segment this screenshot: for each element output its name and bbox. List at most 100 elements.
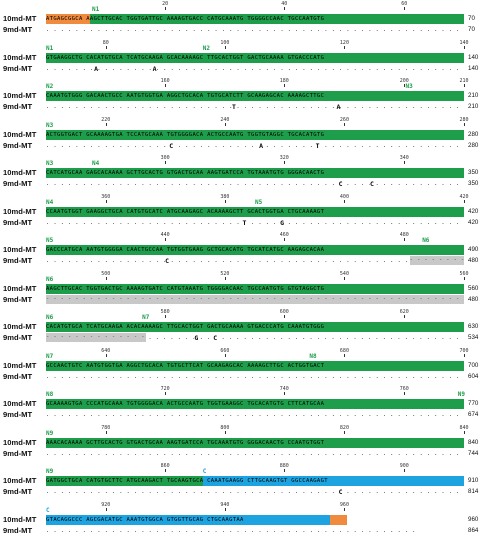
ruler-number: 780 [101,424,111,431]
identity-dots: . . . . . . . . . . . . . . . . . . . . … [46,258,408,264]
position-number-b: 864 [468,526,479,534]
region-segment [89,14,464,24]
sequence-name-b: 9md-MT [3,448,33,458]
sequence-name-b: 9md-MT [3,140,33,150]
ruler-number: 680 [339,347,349,354]
ruler-tick [224,45,226,49]
region-label: C [202,468,207,475]
ruler-number: 210 [459,78,469,84]
alignment-block: 440 460 480 N5 N6 10md-MT 9md-MT GACCCATGCA AAT… [0,232,486,268]
ruler-tick [404,469,406,472]
ruler-number: 660 [220,347,230,354]
ruler-tick [404,84,406,87]
ruler-tick [344,199,346,203]
position-number-b: 814 [468,488,479,495]
position-number-b: 744 [468,449,479,457]
position-number-b: 420 [468,218,479,226]
mismatch-base: T [232,102,236,112]
ruler-number: 880 [279,463,289,469]
region-segment [46,437,464,448]
sequence-bar [46,360,464,371]
ruler-number: 840 [459,424,469,431]
ruler-number: 920 [101,501,111,508]
region-label: N1 [46,44,54,52]
identity-dots: . . . . . . . . . . . . . . . . . . . . … [46,65,464,72]
region-segment [46,514,331,525]
ruler-tick [464,430,465,434]
mismatch-base: A [152,63,157,74]
ruler-number: 220 [101,116,111,123]
ruler-tick [284,161,286,164]
identity-dots: . . . . . . . . . . . . . . . . . . . . … [46,373,464,380]
region-segment [46,52,464,63]
ruler-tick [105,430,107,434]
mismatch-base: C [369,179,374,189]
ruler-number: 580 [160,309,170,315]
sequence-bar [46,283,464,294]
region-segment [46,206,464,217]
alignment-block: 860 880 900 N9 C 10md-MT 9md-MT GATGGCTGCA CATG… [0,463,486,499]
ruler-tick [165,161,167,164]
sequence-name-a: 10md-MT [3,514,37,524]
sequence-name-a: 10md-MT [3,476,37,485]
gap-region [46,294,464,304]
sequence-name-b: 9md-MT [3,256,33,265]
region-label: C [46,506,50,514]
sequence-bar [46,514,464,525]
ruler-tick [165,469,167,472]
position-number-a: 700 [468,361,479,369]
alignment-block: 160 180 200 210 N2 N3 10md-MT 9md-MT CAAATGTGGG … [0,78,486,114]
region-segment [330,514,347,525]
region-label: N8 [309,352,317,360]
identity-dots: . . . . . . . . . . . . . . . . . . . . … [46,142,464,149]
region-segment [46,360,464,371]
region-label: N5 [255,198,263,206]
region-label: N2 [202,44,210,52]
sequence-text: CACATGTGCA TCATGCAAGA ACACAAAAGC TTGCACT… [46,324,325,330]
ruler-number: 360 [101,193,111,200]
region-label: N5 [46,237,54,244]
sequence-bar [46,91,464,101]
sequence-name-a: 10md-MT [3,168,37,177]
ruler-tick [165,7,167,10]
ruler-tick [284,469,286,472]
position-number-b: 480 [468,257,479,264]
ruler-tick [464,199,465,203]
region-label: N3 [405,83,413,90]
ruler-tick [105,276,107,280]
ruler-tick [105,199,107,203]
ruler-number: 460 [279,232,289,238]
position-number-a: 560 [468,284,479,292]
mismatch-base: C [338,179,343,189]
ruler-number: 140 [459,39,469,46]
ruler-number: 740 [279,386,289,392]
region-label: N6 [46,314,54,321]
sequence-text: ATGAGCGGCA AAGCTTGCAC TGGTGATTGC AAAAGTG… [46,16,325,22]
sequence-bar [46,322,464,332]
sequence-text: GCAAAAGTGA CCCATGCAAA TGTGGGGACA ACTGCCA… [46,401,325,407]
sequence-bar [46,399,464,409]
identity-dots: . . . . . . . . . . . . . . . . . . . . … [46,527,416,534]
region-label: N4 [91,160,100,167]
sequence-name-b: 9md-MT [3,525,33,535]
identity-dots: . . . . . . . . . . . . . . . . . . . . … [46,104,464,110]
sequence-name-a: 10md-MT [3,91,37,100]
gap-dashes: - - - - - - - - - - - - - - - - - - - - … [46,295,464,302]
alignment-block: 20 40 60 N1 10md-MT 9md-MT ATGAGCGGCA AAGCTTGC… [0,1,486,37]
region-label: N7 [46,352,54,360]
sequence-name-b: 9md-MT [3,294,33,304]
region-label: N4 [46,198,54,206]
ruler-tick [404,7,406,10]
alignment-block: 80 100 120 140 N1 N2 10md-MT 9md-MT GTGAAGGCTG C… [0,40,486,76]
sequence-name-b: 9md-MT [3,487,33,496]
sequence-name-b: 9md-MT [3,63,33,73]
position-number-a: 280 [468,130,479,138]
region-segment [202,476,464,486]
sequence-bar [46,129,464,140]
region-label: N6 [46,275,54,283]
ruler-number: 320 [279,155,289,161]
sequence-bar [46,52,464,63]
region-label: N9 [46,429,54,437]
mismatch-base: T [315,140,320,151]
ruler-number: 400 [339,193,349,200]
